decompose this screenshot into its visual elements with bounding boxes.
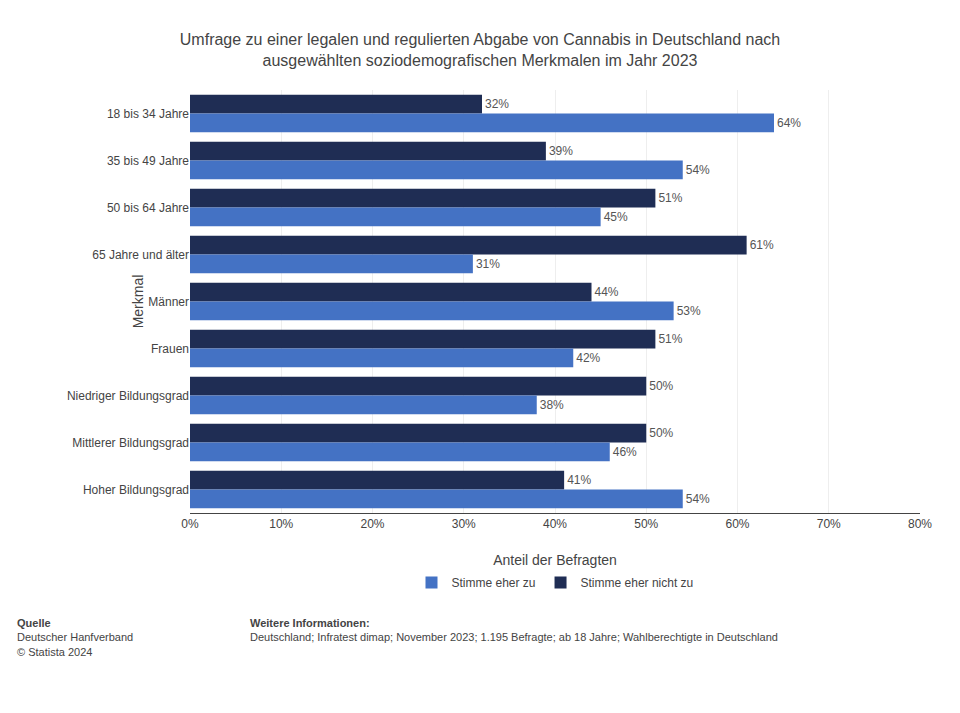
svg-text:70%: 70% <box>817 517 841 531</box>
svg-text:30%: 30% <box>452 517 476 531</box>
svg-text:Niedriger Bildungsgrad: Niedriger Bildungsgrad <box>67 389 189 403</box>
svg-text:31%: 31% <box>476 257 500 271</box>
svg-text:45%: 45% <box>604 210 628 224</box>
svg-text:46%: 46% <box>613 445 637 459</box>
svg-text:50 bis 64 Jahre: 50 bis 64 Jahre <box>107 201 189 215</box>
svg-text:53%: 53% <box>677 304 701 318</box>
svg-text:44%: 44% <box>595 285 619 299</box>
svg-text:40%: 40% <box>543 517 567 531</box>
svg-text:0%: 0% <box>181 517 199 531</box>
svg-text:10%: 10% <box>269 517 293 531</box>
svg-text:51%: 51% <box>658 332 682 346</box>
svg-text:Merkmal: Merkmal <box>130 275 146 329</box>
svg-text:60%: 60% <box>725 517 749 531</box>
svg-text:Stimme eher nicht zu: Stimme eher nicht zu <box>581 576 694 590</box>
svg-text:54%: 54% <box>686 163 710 177</box>
svg-text:18 bis 34 Jahre: 18 bis 34 Jahre <box>107 107 189 121</box>
svg-text:Stimme eher zu: Stimme eher zu <box>452 576 536 590</box>
svg-text:Umfrage zu einer legalen und r: Umfrage zu einer legalen und regulierten… <box>180 31 780 69</box>
svg-text:61%: 61% <box>750 238 774 252</box>
svg-text:50%: 50% <box>649 426 673 440</box>
svg-text:Mittlerer Bildungsgrad: Mittlerer Bildungsgrad <box>72 436 189 450</box>
svg-text:32%: 32% <box>485 97 509 111</box>
svg-text:Hoher Bildungsgrad: Hoher Bildungsgrad <box>83 483 189 497</box>
svg-text:38%: 38% <box>540 398 564 412</box>
svg-text:50%: 50% <box>649 379 673 393</box>
svg-text:Frauen: Frauen <box>151 342 189 356</box>
svg-text:65 Jahre und älter: 65 Jahre und älter <box>92 248 189 262</box>
svg-text:64%: 64% <box>777 116 801 130</box>
svg-text:80%: 80% <box>908 517 932 531</box>
svg-text:41%: 41% <box>567 473 591 487</box>
svg-text:42%: 42% <box>576 351 600 365</box>
svg-text:50%: 50% <box>634 517 658 531</box>
svg-text:Weitere Informationen:Deutschl: Weitere Informationen:Deutschland; Infra… <box>250 617 778 643</box>
svg-text:Anteil der Befragten: Anteil der Befragten <box>493 552 617 568</box>
svg-text:Männer: Männer <box>148 295 189 309</box>
svg-text:QuelleDeutscher Hanfverband© S: QuelleDeutscher Hanfverband© Statista 20… <box>17 617 133 658</box>
svg-text:54%: 54% <box>686 492 710 506</box>
svg-text:20%: 20% <box>360 517 384 531</box>
svg-text:35 bis 49 Jahre: 35 bis 49 Jahre <box>107 154 189 168</box>
svg-text:51%: 51% <box>658 191 682 205</box>
svg-text:39%: 39% <box>549 144 573 158</box>
